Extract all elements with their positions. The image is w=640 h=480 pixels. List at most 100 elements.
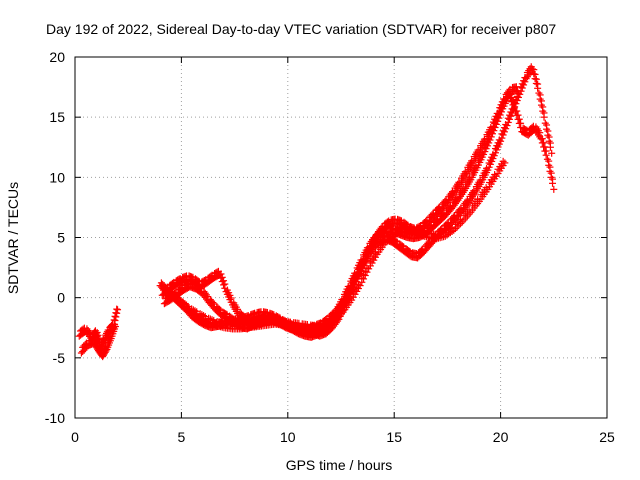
data-point-interp bbox=[228, 314, 236, 322]
x-tick-label: 5 bbox=[178, 429, 186, 445]
x-tick-label: 20 bbox=[493, 429, 509, 445]
data-point-interp bbox=[537, 97, 545, 105]
data-point-interp bbox=[530, 66, 538, 74]
data-point-interp bbox=[209, 299, 217, 307]
data-point-interp bbox=[491, 171, 499, 179]
data-point-interp bbox=[405, 247, 413, 255]
data-point bbox=[497, 137, 505, 145]
data-point-interp bbox=[517, 119, 525, 127]
data-point-interp bbox=[423, 229, 431, 237]
data-point-interp bbox=[540, 109, 548, 117]
data-point-interp bbox=[531, 70, 539, 78]
data-point-interp bbox=[205, 314, 213, 322]
data-point-interp bbox=[203, 291, 211, 299]
data-point bbox=[486, 136, 494, 144]
data-point-interp bbox=[183, 301, 191, 309]
data-point-interp bbox=[191, 307, 199, 315]
data-point bbox=[450, 226, 458, 234]
x-tick-label: 10 bbox=[280, 429, 296, 445]
x-tick-label: 25 bbox=[599, 429, 615, 445]
data-point bbox=[548, 149, 556, 157]
data-point-interp bbox=[200, 312, 208, 320]
data-point-interp bbox=[111, 312, 119, 320]
data-point-interp bbox=[543, 121, 551, 129]
data-point-interp bbox=[414, 226, 422, 234]
chart-title: Day 192 of 2022, Sidereal Day-to-day VTE… bbox=[46, 21, 556, 37]
data-point-interp bbox=[239, 311, 247, 319]
data-point-interp bbox=[536, 129, 544, 137]
data-point bbox=[501, 159, 509, 167]
data-point bbox=[390, 231, 398, 239]
data-point bbox=[503, 122, 511, 130]
data-point-interp bbox=[208, 316, 216, 324]
data-point-interp bbox=[217, 270, 225, 278]
data-point-interp bbox=[201, 313, 209, 321]
data-point-interp bbox=[544, 127, 552, 135]
data-point bbox=[356, 282, 364, 290]
data-point-interp bbox=[508, 94, 516, 102]
data-point-interp bbox=[510, 100, 518, 108]
data-point bbox=[516, 90, 524, 98]
data-point-interp bbox=[514, 111, 522, 119]
data-point-interp bbox=[545, 133, 553, 141]
data-point-interp bbox=[545, 157, 553, 165]
data-point-interp bbox=[532, 75, 540, 83]
data-point-interp bbox=[112, 309, 120, 317]
data-layer bbox=[75, 63, 558, 361]
data-point-interp bbox=[540, 139, 548, 147]
data-point-interp bbox=[210, 316, 218, 324]
data-point-interp bbox=[538, 135, 546, 143]
data-point bbox=[492, 120, 500, 128]
data-point bbox=[550, 185, 558, 193]
data-point-interp bbox=[371, 249, 379, 257]
data-point-interp bbox=[227, 294, 235, 302]
data-point-interp bbox=[93, 340, 101, 348]
data-point bbox=[529, 65, 537, 73]
data-point-interp bbox=[536, 91, 544, 99]
data-point-interp bbox=[215, 305, 223, 313]
data-point-interp bbox=[406, 224, 414, 232]
y-tick-label: 0 bbox=[57, 290, 65, 306]
data-point-interp bbox=[513, 107, 521, 115]
y-tick-label: 5 bbox=[57, 230, 65, 246]
data-point bbox=[111, 323, 119, 331]
data-point-interp bbox=[220, 277, 228, 285]
data-point-interp bbox=[549, 175, 557, 183]
data-point-interp bbox=[392, 237, 400, 245]
data-point-interp bbox=[329, 315, 337, 323]
y-tick-label: 10 bbox=[49, 169, 65, 185]
data-point-interp bbox=[534, 80, 542, 88]
y-tick-label: 15 bbox=[49, 109, 65, 125]
tick-layer: 0 5 10 15 20 25 -10 -5 0 5 10 15 20 bbox=[45, 49, 615, 445]
data-point-interp bbox=[218, 319, 226, 327]
data-point-interp bbox=[218, 273, 226, 281]
data-point-interp bbox=[113, 305, 121, 313]
data-point-interp bbox=[506, 90, 514, 98]
data-point-interp bbox=[206, 315, 214, 323]
data-point-interp bbox=[542, 147, 550, 155]
x-tick-label: 15 bbox=[386, 429, 402, 445]
y-tick-label: -5 bbox=[53, 350, 66, 366]
data-point-interp bbox=[547, 169, 555, 177]
y-axis-title: SDTVAR / TECUs bbox=[5, 182, 21, 294]
x-tick-label: 0 bbox=[71, 429, 79, 445]
data-point-interp bbox=[546, 163, 554, 171]
data-point-interp bbox=[222, 310, 230, 318]
data-point-interp bbox=[539, 103, 547, 111]
x-axis-title: GPS time / hours bbox=[286, 457, 393, 473]
data-point-interp bbox=[91, 327, 99, 335]
data-point-interp bbox=[541, 143, 549, 151]
data-point-interp bbox=[196, 284, 204, 292]
data-point-interp bbox=[546, 139, 554, 147]
data-point bbox=[114, 306, 122, 314]
data-point-interp bbox=[398, 242, 406, 250]
data-point-interp bbox=[515, 115, 523, 123]
data-point-interp bbox=[174, 294, 182, 302]
data-point-interp bbox=[221, 280, 229, 288]
y-tick-label: 20 bbox=[49, 49, 65, 65]
data-point-interp bbox=[509, 97, 517, 105]
data-point-interp bbox=[499, 157, 507, 165]
